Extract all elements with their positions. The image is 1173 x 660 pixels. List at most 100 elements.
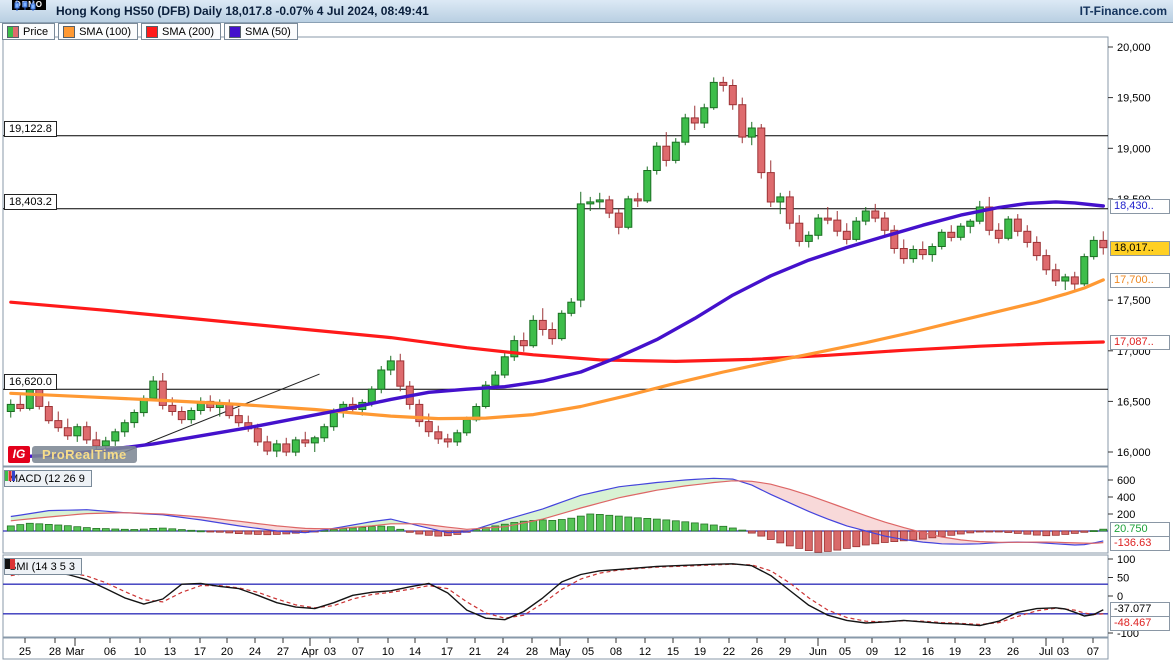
candlestick-series <box>6 76 1108 458</box>
macd-signal-line <box>10 480 1104 544</box>
x-axis-tick-label: 03 <box>1057 646 1069 658</box>
macd-indicator-chip[interactable]: MACD (12 26 9 <box>4 470 92 487</box>
sma200-line <box>9 300 1105 363</box>
x-axis-tick-label: 21 <box>469 646 481 658</box>
legend-item-sma50[interactable]: SMA (50) <box>224 23 298 40</box>
y-axis-tick-label: 17,500 <box>1117 295 1151 307</box>
x-axis-tick-label: 24 <box>249 646 261 658</box>
smi-signal-chip: -48.467 <box>1110 616 1170 631</box>
x-axis-tick-label: 16 <box>922 646 934 658</box>
x-axis-tick-label: Jul <box>1039 646 1053 658</box>
y-axis-tick-label: 16,500 <box>1117 396 1151 408</box>
demo-label: DEMO <box>12 0 46 10</box>
x-axis-tick-label: 28 <box>526 646 538 658</box>
last-price-chip: 18,017.. <box>1110 241 1170 256</box>
instrument-title: Hong Kong HS50 (DFB) Daily 18,017.8 -0.0… <box>56 4 429 18</box>
smi-panel <box>3 563 1108 627</box>
y-axis-tick-label: 20,000 <box>1117 42 1151 54</box>
x-axis-tick-label: 20 <box>221 646 233 658</box>
x-axis-tick-label: 10 <box>382 646 394 658</box>
x-axis-tick-label: Apr <box>301 646 318 658</box>
x-axis-tick-label: 05 <box>582 646 594 658</box>
sma50-value-chip: 18,430.. <box>1110 199 1170 214</box>
sma200-value-chip: 17,087.. <box>1110 335 1170 350</box>
macd-band <box>331 519 411 529</box>
series-legend: Price SMA (100) SMA (200) SMA (50) <box>2 23 298 40</box>
sma50-line <box>9 200 1106 459</box>
x-axis-tick-label: 13 <box>164 646 176 658</box>
mini-candles-icon <box>14 0 36 11</box>
sma200-swatch-icon <box>146 25 159 38</box>
macd-band <box>738 481 1011 545</box>
macd-value-chip: 20.750 <box>1110 522 1170 537</box>
legend-label: SMA (50) <box>245 25 291 38</box>
x-axis-tick-label: 12 <box>894 646 906 658</box>
smi-label: SMI (14 3 5 3 <box>9 560 76 573</box>
legend-label: Price <box>23 25 49 38</box>
x-axis-tick-label: 10 <box>134 646 146 658</box>
y-axis-tick-label: 200 <box>1117 509 1135 521</box>
x-axis-tick-label: 23 <box>979 646 991 658</box>
legend-label: SMA (200) <box>162 25 214 38</box>
x-axis-tick-label: 25 <box>19 646 31 658</box>
header-bar: Hong Kong HS50 (DFB) Daily 18,017.8 -0.0… <box>0 0 1173 23</box>
smi-indicator-chip[interactable]: SMI (14 3 5 3 <box>4 558 83 575</box>
prorealtime-label: ProRealTime <box>32 446 137 463</box>
smi-line <box>10 563 1104 627</box>
sma100-line <box>9 278 1105 421</box>
macd-line <box>10 477 1104 546</box>
smi-icon <box>5 559 15 569</box>
x-axis-tick-label: 09 <box>866 646 878 658</box>
macd-label: MACD (12 26 9 <box>9 472 85 485</box>
sma100-swatch-icon <box>63 25 76 38</box>
macd-panel <box>3 477 1108 553</box>
x-axis-tick-label: Jun <box>809 646 827 658</box>
macd-icon <box>5 471 15 481</box>
y-axis-tick-label: 19,500 <box>1117 93 1151 105</box>
x-axis-tick-label: 12 <box>639 646 651 658</box>
x-axis-tick-label: 27 <box>277 646 289 658</box>
legend-item-sma100[interactable]: SMA (100) <box>58 23 139 40</box>
y-axis-tick-label: 100 <box>1117 554 1135 566</box>
x-axis: 25 28 Mar 06 10 13 17 20 24 27 Apr 03 07 10 14 17 21 24 28… <box>19 638 1099 658</box>
x-axis-tick-label: 26 <box>751 646 763 658</box>
x-axis-tick-label: 08 <box>610 646 622 658</box>
x-axis-tick-label: 19 <box>949 646 961 658</box>
x-axis-tick-label: May <box>550 646 571 658</box>
x-axis-tick-label: 24 <box>497 646 509 658</box>
x-axis-tick-label: 05 <box>839 646 851 658</box>
smi-signal-line <box>10 563 1104 626</box>
x-axis-tick-label: 06 <box>104 646 116 658</box>
sma100-value-chip: 17,700.. <box>1110 273 1170 288</box>
x-axis-tick-label: 26 <box>1007 646 1019 658</box>
macd-band <box>477 478 739 529</box>
macd-signal-chip: -136.63 <box>1110 536 1170 551</box>
y-axis-tick-label: 19,000 <box>1117 143 1151 155</box>
y-axis-tick-label: 0 <box>1117 591 1123 603</box>
brand-link[interactable]: IT-Finance.com <box>1079 4 1167 18</box>
x-axis-tick-label: 07 <box>1087 646 1099 658</box>
price-level-label-0[interactable]: 19,122.8 <box>4 121 57 137</box>
legend-label: SMA (100) <box>79 25 132 38</box>
price-swatch-icon <box>7 25 19 38</box>
x-axis-tick-label: Mar <box>66 646 85 658</box>
sma-lines <box>9 200 1106 459</box>
y-axis-tick-label: 50 <box>1117 573 1129 585</box>
y-axis-tick-label: 16,000 <box>1117 447 1151 459</box>
x-axis-tick-label: 15 <box>667 646 679 658</box>
sma50-swatch-icon <box>229 25 241 38</box>
x-axis-tick-label: 28 <box>49 646 61 658</box>
macd-band <box>124 512 332 533</box>
price-level-label-2[interactable]: 16,620.0 <box>4 374 57 390</box>
price-level-label-1[interactable]: 18,403.2 <box>4 194 57 210</box>
smi-value-chip: -37.077 <box>1110 602 1170 617</box>
legend-item-price[interactable]: Price <box>2 23 56 40</box>
legend-item-sma200[interactable]: SMA (200) <box>141 23 221 40</box>
y-axis-tick-label: -100 <box>1117 628 1139 640</box>
y-axis-tick-label: 400 <box>1117 492 1135 504</box>
x-axis-tick-label: 19 <box>694 646 706 658</box>
x-axis-tick-label: 14 <box>409 646 421 658</box>
x-axis-tick-label: 07 <box>352 646 364 658</box>
